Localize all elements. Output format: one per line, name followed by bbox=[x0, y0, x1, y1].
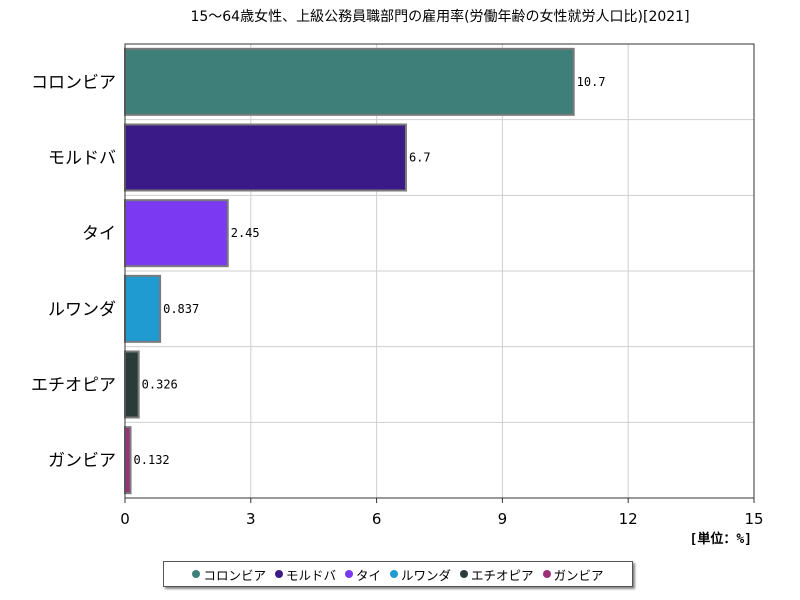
legend-label: エチオピア bbox=[471, 567, 534, 583]
category-label: エチオピア bbox=[31, 376, 116, 396]
bars bbox=[124, 47, 575, 495]
legend-marker-icon bbox=[390, 570, 398, 578]
legend-label: ガンビア bbox=[553, 567, 604, 583]
category-label: ルワンダ bbox=[48, 300, 116, 320]
x-tick-label: 6 bbox=[372, 510, 382, 528]
legend-item: エチオピア bbox=[460, 565, 534, 584]
bar-5 bbox=[124, 350, 140, 419]
legend-label: タイ bbox=[355, 567, 381, 583]
legend-item: ガンビア bbox=[542, 565, 604, 584]
legend-item: コロンビア bbox=[192, 565, 266, 584]
legend-marker-icon bbox=[344, 570, 353, 578]
legend-item: ルワンダ bbox=[390, 565, 451, 584]
plot-frame bbox=[124, 43, 755, 499]
legend-item: モルドバ bbox=[274, 565, 336, 584]
value-label: 2.45 bbox=[231, 226, 260, 240]
x-tick-label: 0 bbox=[120, 510, 130, 528]
legend-marker-icon bbox=[192, 570, 201, 578]
category-label: ガンビア bbox=[48, 451, 116, 471]
x-tick-label: 9 bbox=[498, 510, 508, 528]
legend-label: ルワンダ bbox=[401, 567, 452, 583]
value-labels: 10.7 6.7 2.45 0.837 0.326 0.132 bbox=[134, 75, 606, 467]
value-label: 10.7 bbox=[577, 75, 606, 89]
legend-label: コロンビア bbox=[203, 567, 266, 583]
legend-marker-icon bbox=[542, 570, 551, 578]
value-label: 6.7 bbox=[409, 151, 431, 165]
bar-3 bbox=[124, 199, 229, 268]
bar-4 bbox=[124, 274, 162, 343]
chart-title: 15～64歳女性、上級公務員職部門の雇用率(労働年齢の女性就労人口比)[2021… bbox=[190, 9, 690, 25]
legend-item: タイ bbox=[344, 565, 381, 584]
legend-label: モルドバ bbox=[285, 567, 336, 583]
x-tick-label: 12 bbox=[619, 510, 638, 528]
bar-6 bbox=[124, 426, 132, 495]
x-tick-label: 15 bbox=[744, 510, 763, 528]
value-label: 0.837 bbox=[163, 302, 199, 316]
value-label: 0.326 bbox=[142, 378, 178, 392]
category-label: タイ bbox=[82, 224, 116, 244]
legend-marker-icon bbox=[460, 570, 469, 578]
unit-label: [単位：%] bbox=[689, 532, 752, 547]
bar-1 bbox=[124, 47, 575, 116]
bar-2 bbox=[124, 123, 407, 192]
x-tick-label: 3 bbox=[246, 510, 256, 528]
x-tick-labels: 0 3 6 9 12 15 bbox=[120, 498, 764, 528]
legend: コロンビア モルドバ タイ ルワンダ エチオピア ガンビア bbox=[163, 561, 633, 587]
category-label: モルドバ bbox=[48, 149, 116, 169]
value-label: 0.132 bbox=[134, 453, 170, 467]
legend-marker-icon bbox=[274, 570, 283, 578]
category-label: コロンビア bbox=[31, 73, 116, 93]
